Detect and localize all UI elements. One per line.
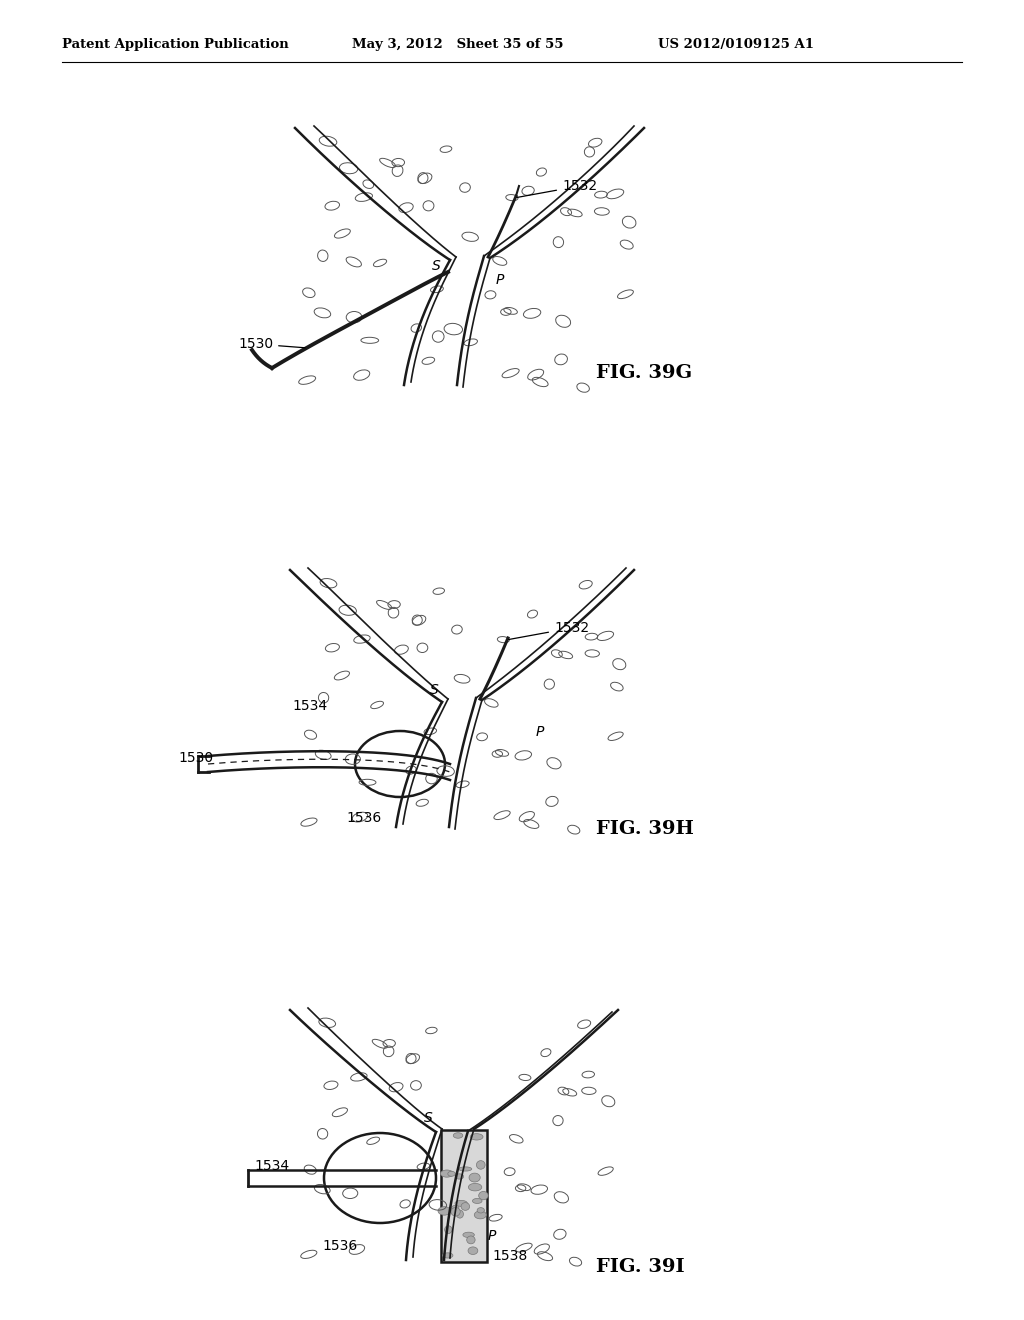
Text: FIG. 39I: FIG. 39I [596, 1258, 685, 1276]
Text: S: S [424, 1111, 433, 1125]
Ellipse shape [455, 1200, 467, 1206]
FancyBboxPatch shape [441, 1130, 487, 1262]
Ellipse shape [477, 1208, 484, 1213]
Ellipse shape [451, 1208, 460, 1216]
Text: P: P [496, 273, 505, 286]
Ellipse shape [442, 1253, 453, 1258]
Text: S: S [430, 682, 438, 697]
Text: P: P [488, 1229, 497, 1243]
Ellipse shape [440, 1170, 454, 1177]
Ellipse shape [463, 1232, 474, 1238]
Ellipse shape [478, 1192, 488, 1200]
Ellipse shape [456, 1173, 464, 1179]
Ellipse shape [474, 1210, 486, 1218]
Text: FIG. 39H: FIG. 39H [596, 820, 694, 838]
Text: May 3, 2012   Sheet 35 of 55: May 3, 2012 Sheet 35 of 55 [352, 38, 563, 51]
Ellipse shape [452, 1205, 459, 1210]
Text: 1534: 1534 [254, 1159, 289, 1173]
Ellipse shape [472, 1199, 482, 1204]
Text: 1538: 1538 [492, 1249, 527, 1263]
Text: FIG. 39G: FIG. 39G [596, 364, 692, 381]
Ellipse shape [468, 1247, 478, 1254]
Text: Patent Application Publication: Patent Application Publication [62, 38, 289, 51]
Ellipse shape [469, 1173, 480, 1181]
Text: 1534: 1534 [292, 700, 327, 713]
Ellipse shape [468, 1184, 482, 1191]
Ellipse shape [459, 1167, 472, 1171]
Ellipse shape [444, 1226, 452, 1234]
Ellipse shape [447, 1171, 456, 1176]
Ellipse shape [470, 1134, 483, 1140]
Ellipse shape [438, 1206, 451, 1216]
Text: 1532: 1532 [509, 620, 589, 639]
Text: P: P [536, 725, 545, 739]
Text: 1530: 1530 [178, 751, 213, 766]
Ellipse shape [461, 1203, 470, 1210]
Text: 1532: 1532 [517, 180, 597, 198]
Ellipse shape [476, 1160, 485, 1170]
Text: 1536: 1536 [346, 810, 381, 825]
Text: 1536: 1536 [322, 1239, 357, 1253]
Text: S: S [432, 259, 440, 273]
Ellipse shape [467, 1236, 475, 1243]
Text: US 2012/0109125 A1: US 2012/0109125 A1 [658, 38, 814, 51]
Ellipse shape [454, 1133, 463, 1138]
Ellipse shape [457, 1210, 464, 1218]
Text: 1530: 1530 [238, 337, 305, 351]
